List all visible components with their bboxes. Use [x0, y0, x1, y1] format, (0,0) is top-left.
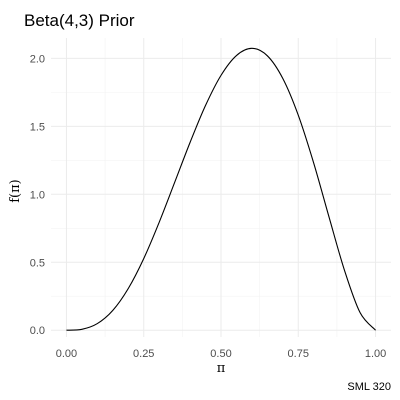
density-curve — [66, 47, 376, 331]
major-gridlines — [51, 38, 391, 337]
x-tick-label: 0.50 — [210, 348, 231, 360]
y-tick-label: 1.5 — [30, 121, 45, 133]
x-tick-label: 0.25 — [133, 348, 154, 360]
y-tick-label: 1.0 — [30, 189, 45, 201]
y-tick-label: 2.0 — [30, 53, 45, 65]
x-tick-label: 1.00 — [365, 348, 386, 360]
y-tick-label: 0.0 — [30, 325, 45, 337]
caption: SML 320 — [347, 381, 391, 393]
x-axis-title: π — [217, 361, 226, 376]
y-axis-tick-labels: 0.0 0.5 1.0 1.5 2.0 — [30, 53, 45, 337]
x-tick-label: 0.75 — [288, 348, 309, 360]
chart-title: Beta(4,3) Prior — [24, 11, 135, 30]
y-tick-label: 0.5 — [30, 257, 45, 269]
x-axis-tick-labels: 0.00 0.25 0.50 0.75 1.00 — [56, 348, 387, 360]
x-tick-label: 0.00 — [56, 348, 77, 360]
y-axis-title: f(π) — [8, 179, 23, 203]
